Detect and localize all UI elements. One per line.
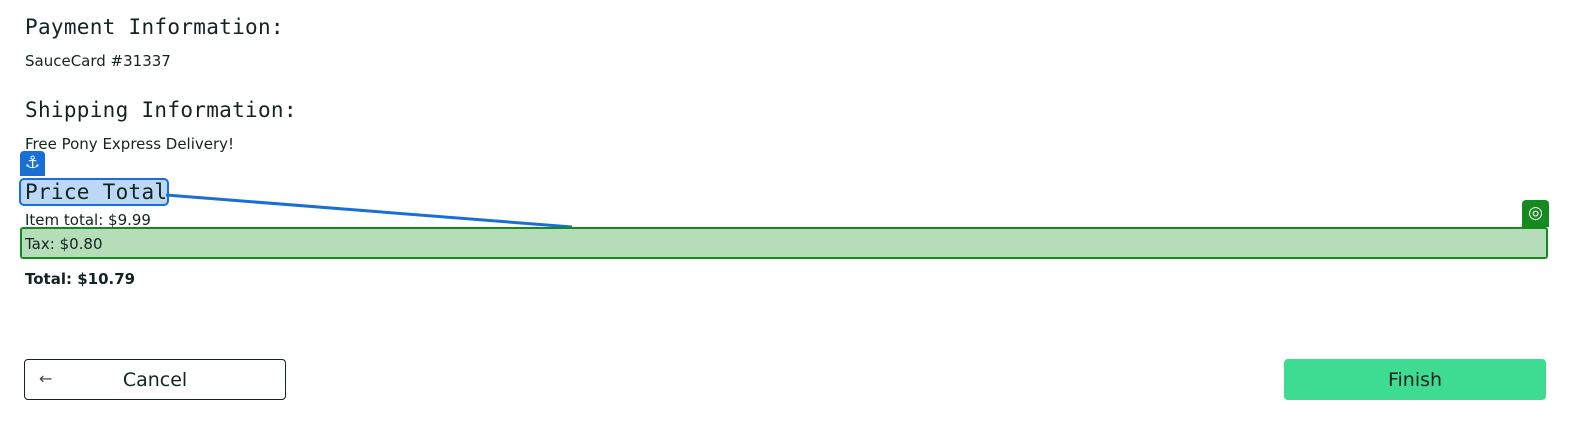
finish-button[interactable]: Finish	[1284, 359, 1546, 400]
shipping-info-value: Free Pony Express Delivery!	[25, 135, 235, 153]
finish-button-label: Finish	[1387, 368, 1443, 391]
payment-info-value: SauceCard #31337	[25, 52, 171, 70]
arrow-left-icon: ←	[39, 369, 53, 388]
target-icon: ◎	[1522, 200, 1549, 227]
total-value: Total: $10.79	[25, 270, 136, 288]
item-total-value: Item total: $9.99	[25, 211, 151, 229]
payment-info-label: Payment Information:	[25, 15, 284, 39]
target-highlight	[20, 227, 1548, 259]
cancel-button[interactable]: ← Cancel	[24, 359, 286, 400]
tax-value: Tax: $0.80	[25, 235, 103, 253]
price-total-label: Price Total	[25, 180, 168, 204]
anchor-icon: ⚓	[20, 151, 45, 176]
anchor-highlight	[19, 178, 169, 206]
shipping-info-label: Shipping Information:	[25, 98, 297, 122]
cancel-button-label: Cancel	[122, 368, 188, 391]
